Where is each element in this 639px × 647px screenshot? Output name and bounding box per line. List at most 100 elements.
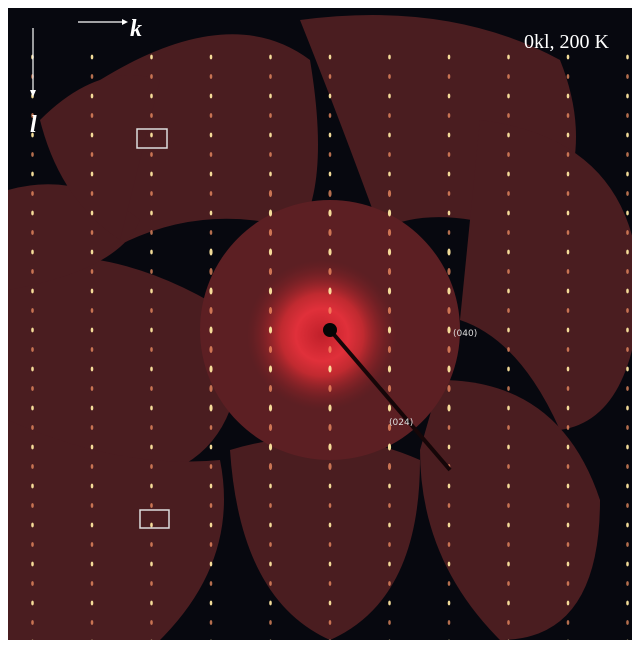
- spot: [507, 113, 510, 118]
- spot: [31, 484, 34, 489]
- spot: [209, 346, 212, 353]
- spot: [150, 601, 153, 606]
- spot: [626, 113, 629, 118]
- spot: [269, 288, 272, 295]
- spot: [328, 346, 331, 353]
- spot: [150, 620, 153, 625]
- spot: [150, 269, 153, 274]
- spot: [567, 406, 570, 411]
- spot: [269, 542, 272, 547]
- spot: [567, 386, 570, 391]
- spot: [388, 74, 391, 79]
- spot: [210, 94, 213, 99]
- spot: [210, 601, 213, 606]
- spot: [447, 249, 450, 256]
- spot: [626, 152, 629, 157]
- spot: [210, 445, 213, 450]
- spot: [209, 288, 212, 295]
- spot: [447, 288, 450, 295]
- spot: [150, 425, 153, 430]
- spot: [388, 190, 391, 197]
- spot: [626, 230, 629, 235]
- spot: [448, 55, 451, 60]
- spot: [567, 562, 570, 567]
- spot: [448, 503, 451, 508]
- spot: [567, 425, 570, 430]
- spot: [269, 562, 272, 567]
- spot: [31, 503, 34, 508]
- spot: [269, 190, 272, 197]
- spot: [626, 328, 629, 333]
- spot: [150, 74, 153, 79]
- spot: [150, 191, 153, 196]
- spot: [507, 445, 510, 450]
- spot: [626, 367, 629, 372]
- spot: [507, 269, 510, 274]
- spot: [91, 328, 94, 333]
- spot: [507, 425, 510, 430]
- spot: [328, 288, 331, 295]
- spot: [209, 268, 212, 275]
- spot: [388, 385, 391, 392]
- spot: [31, 152, 34, 157]
- spot: [269, 327, 272, 334]
- spot: [91, 562, 94, 567]
- spot: [626, 308, 629, 313]
- spot: [210, 503, 213, 508]
- spot: [269, 484, 272, 489]
- spot: [507, 250, 510, 255]
- spot: [388, 405, 391, 412]
- spot: [91, 523, 94, 528]
- spot: [269, 249, 272, 256]
- spot: [209, 405, 212, 412]
- spot: [150, 308, 153, 313]
- spot: [150, 562, 153, 567]
- spot: [448, 191, 451, 196]
- spot: [507, 367, 510, 372]
- spot: [328, 385, 331, 392]
- reflection-label: (024): [389, 418, 413, 428]
- spot: [388, 172, 391, 177]
- spot: [91, 347, 94, 352]
- spot: [447, 268, 450, 275]
- spot: [626, 269, 629, 274]
- beam-center: [323, 323, 337, 337]
- spot: [328, 307, 331, 314]
- spot: [448, 133, 451, 138]
- spot: [567, 503, 570, 508]
- spot: [329, 172, 332, 177]
- spot: [91, 113, 94, 118]
- spot: [626, 74, 629, 79]
- spot: [388, 249, 391, 256]
- spot: [626, 640, 629, 645]
- spot: [567, 640, 570, 645]
- spot: [448, 581, 451, 586]
- spot: [329, 640, 332, 645]
- spot: [210, 133, 213, 138]
- spot: [91, 542, 94, 547]
- spot: [388, 503, 391, 508]
- spot: [329, 601, 332, 606]
- spot: [91, 620, 94, 625]
- spot: [31, 523, 34, 528]
- spot: [388, 288, 391, 295]
- spot: [150, 640, 153, 645]
- spot: [210, 581, 213, 586]
- spot: [329, 542, 332, 547]
- spot: [567, 152, 570, 157]
- spot: [626, 464, 629, 469]
- spot: [507, 74, 510, 79]
- spot: [91, 640, 94, 645]
- spot: [210, 230, 213, 235]
- spot: [567, 581, 570, 586]
- spot: [150, 289, 153, 294]
- spot: [567, 328, 570, 333]
- spot: [269, 581, 272, 586]
- spot: [567, 211, 570, 216]
- spot: [626, 562, 629, 567]
- spot: [567, 172, 570, 177]
- spot: [507, 211, 510, 216]
- spot: [507, 640, 510, 645]
- spot: [507, 94, 510, 99]
- spot: [448, 620, 451, 625]
